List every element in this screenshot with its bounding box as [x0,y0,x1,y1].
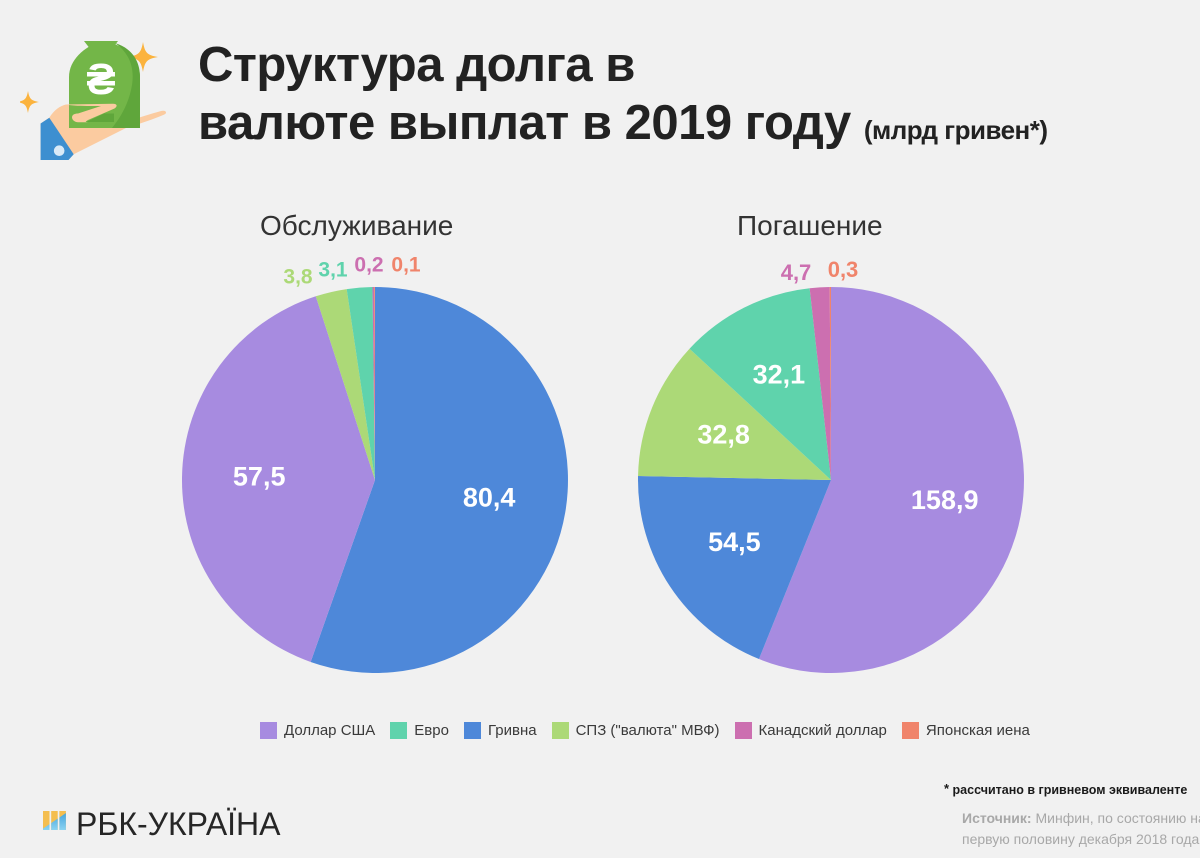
svg-text:0,2: 0,2 [354,254,383,277]
svg-text:32,1: 32,1 [753,360,806,390]
svg-text:54,5: 54,5 [708,527,761,557]
svg-text:3,8: 3,8 [283,266,313,289]
svg-text:3,1: 3,1 [318,259,348,282]
svg-text:32,8: 32,8 [697,420,750,450]
svg-text:57,5: 57,5 [233,462,286,492]
svg-text:0,3: 0,3 [828,257,859,282]
svg-text:4,7: 4,7 [781,260,812,285]
svg-text:80,4: 80,4 [463,483,516,513]
svg-text:158,9: 158,9 [911,485,979,515]
svg-text:0,1: 0,1 [391,254,421,277]
